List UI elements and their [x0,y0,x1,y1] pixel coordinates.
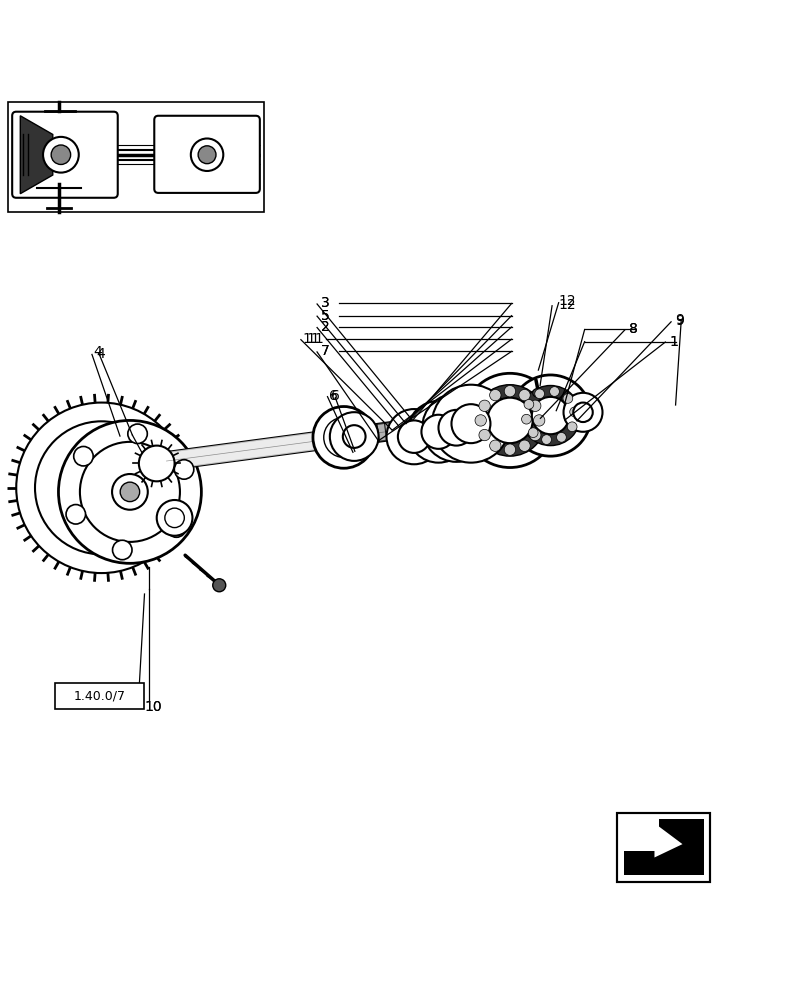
Circle shape [113,540,132,560]
Circle shape [157,500,192,536]
Circle shape [478,429,490,441]
Circle shape [438,410,474,446]
Polygon shape [627,823,681,857]
Circle shape [342,425,365,448]
Circle shape [520,386,580,446]
Text: 5: 5 [320,309,329,323]
Circle shape [43,137,79,173]
Polygon shape [659,819,703,851]
Circle shape [549,387,559,396]
Circle shape [66,505,85,524]
Circle shape [533,415,544,426]
Circle shape [51,145,71,164]
Text: 11: 11 [307,332,324,346]
Polygon shape [339,410,483,447]
Text: 5: 5 [320,309,329,323]
Text: 4: 4 [96,347,105,361]
Circle shape [58,420,201,563]
Circle shape [489,389,500,401]
Circle shape [127,424,147,444]
Text: 10: 10 [144,700,162,714]
Circle shape [504,386,515,397]
Circle shape [562,394,572,403]
Circle shape [478,400,490,411]
Text: 8: 8 [629,322,637,336]
Text: 10: 10 [144,700,162,714]
Text: 1: 1 [669,335,678,349]
Text: 6: 6 [328,389,337,403]
Bar [8,102,264,212]
Text: 6: 6 [331,389,340,403]
Text: 3: 3 [320,296,329,310]
Polygon shape [165,429,341,470]
Circle shape [474,415,486,426]
Circle shape [198,146,216,164]
Circle shape [407,401,469,463]
Circle shape [312,407,374,468]
Text: 12: 12 [558,294,576,308]
Circle shape [487,398,532,443]
Circle shape [532,389,540,397]
Circle shape [541,435,551,444]
Circle shape [16,403,187,573]
Polygon shape [20,116,53,194]
Circle shape [120,482,139,502]
Circle shape [531,397,569,434]
Circle shape [397,420,430,453]
FancyBboxPatch shape [154,116,260,193]
Circle shape [451,404,490,443]
Text: 3: 3 [320,296,329,310]
Circle shape [174,460,194,479]
Polygon shape [165,410,483,470]
Circle shape [529,400,540,411]
Circle shape [421,415,455,449]
Circle shape [422,394,490,462]
Circle shape [504,444,515,455]
Circle shape [165,508,184,528]
Circle shape [534,389,544,399]
Circle shape [556,432,565,442]
Text: 12: 12 [558,298,576,312]
Text: 9: 9 [675,314,684,328]
Bar [616,813,710,882]
Circle shape [573,403,592,422]
Circle shape [139,446,174,481]
Circle shape [212,579,225,592]
FancyBboxPatch shape [12,112,118,198]
FancyBboxPatch shape [55,683,144,709]
Circle shape [509,375,590,456]
Polygon shape [623,851,703,875]
Text: 7: 7 [320,344,329,358]
Text: 1.40.0/7: 1.40.0/7 [73,689,126,702]
Circle shape [523,399,533,409]
Text: 2: 2 [320,320,329,334]
Circle shape [569,407,579,417]
Circle shape [166,518,186,537]
Circle shape [567,422,577,432]
Circle shape [431,385,509,463]
Circle shape [74,446,93,466]
Circle shape [518,389,530,401]
Circle shape [518,440,530,451]
Circle shape [489,440,500,451]
Circle shape [462,373,556,468]
Circle shape [563,393,602,432]
Text: 1: 1 [669,335,678,349]
Circle shape [474,385,545,456]
Circle shape [528,428,538,438]
Circle shape [386,409,441,464]
Text: 9: 9 [675,313,684,327]
Text: 4: 4 [93,345,102,359]
Circle shape [112,474,148,510]
Text: 7: 7 [320,344,329,358]
Circle shape [329,412,378,461]
Circle shape [333,427,354,448]
Text: 2: 2 [320,320,329,334]
Circle shape [529,429,540,441]
Text: 11: 11 [302,332,320,346]
Bar [616,813,710,882]
Text: 8: 8 [629,322,637,336]
Circle shape [521,414,530,424]
Circle shape [191,138,223,171]
